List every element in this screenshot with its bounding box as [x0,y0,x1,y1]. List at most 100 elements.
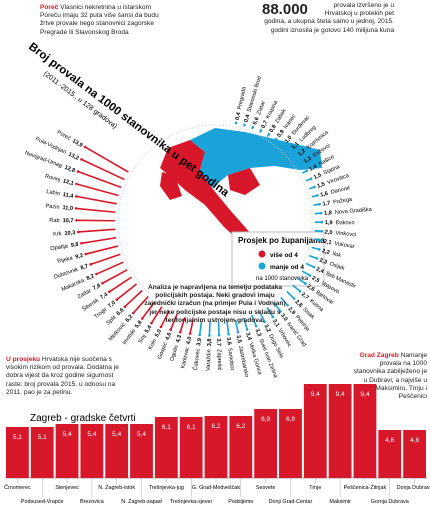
value-label: 2,0 [324,230,332,237]
value-label: 0,6 [252,116,260,125]
category-label: Ogulin [169,345,180,362]
radial-bar [305,262,315,268]
category-label: Samobor [226,348,235,371]
zagreb-note: Grad Zagreb Namanje provala na 1000 stan… [352,352,427,401]
category-label: Virovitica [327,173,351,186]
bar-end [217,333,221,337]
radial-bar [108,276,133,293]
value-label: 8,7 [80,263,89,271]
radial-bar [301,270,311,277]
radial-label: 3,7 Zaprešić [215,338,222,371]
radial-label: Čakovec3,9 [192,338,203,371]
radial-label: 1,8 Nova Gradiška [324,207,373,217]
radial-bar [189,319,194,334]
bar-end [320,220,324,224]
value-label: 9,4 [311,391,320,398]
radial-label: Dubrovnik8,7 [53,263,89,280]
radial-label: 0,4Pregrada [235,86,248,121]
value-label: 5,0 [154,329,163,339]
bar-end [318,248,321,251]
category-label: Pula-Vodnjan [34,136,67,156]
radial-label: Knin5,0 [148,329,163,351]
category-label: Split [105,314,117,326]
bar [80,424,104,478]
bar [30,427,54,478]
category-label: Požega [333,197,354,206]
bar-end [76,230,80,234]
bar-end [315,257,319,260]
legend-swatch [258,250,266,258]
radial-bar [84,146,129,173]
map [160,128,322,250]
bar-end [313,185,316,189]
bar [229,416,253,478]
category-label: Knin [148,338,158,351]
category-label: Čakovec [192,348,202,371]
bar-end [318,202,321,206]
bar [204,416,228,478]
category-label: Šibenik [81,297,100,313]
bar-end [208,334,211,337]
average: U prosjeku Hrvatska nije suočena s visok… [6,356,126,397]
radial-bar [81,158,125,181]
category-label: Zadar [77,288,93,300]
category-label: Pregrada [237,86,248,111]
category-label: Dubrovnik [53,267,79,281]
value-label: 6,2 [211,423,220,430]
bar-end [271,315,275,319]
category-label: Osijek [329,261,346,272]
value-label: 6,1 [162,424,171,431]
bar-end [286,303,289,307]
value-label: 10,7 [63,218,74,224]
bar-end [305,169,309,173]
value-label: 1,4 [308,163,318,172]
radial-bar [286,290,295,300]
bar-end [115,298,119,301]
radial-bar [251,314,257,327]
bar-end [76,170,80,173]
radial-bar [242,317,248,330]
bar-end [243,123,246,127]
category-label: Rab [49,218,59,224]
category-label: Vinkovci [335,231,356,239]
x-tick-label: Peščenica-Žitnjak [344,483,387,491]
bar-end [319,239,323,242]
zagreb-head: Grad Zagreb [359,352,399,359]
ring [117,124,313,320]
category-label: Gospić [157,342,169,361]
value-label: 5,4 [87,431,96,438]
value-label: 5,4 [63,431,72,438]
value-label: 7,0 [107,300,117,310]
radial-bar [292,284,301,292]
bar-end [178,330,182,334]
value-label: 1,1 [291,141,301,151]
radial-bar [179,317,186,333]
value-label: 11,4 [62,192,74,200]
category-label: Slatina [323,164,342,177]
radial-bar [280,296,289,306]
bar [279,409,302,478]
value-label: 2,2 [321,248,330,256]
radial-bar [169,314,178,331]
radial-label: Krk 10,3 [53,230,76,238]
value-label: 1,7 [322,200,331,207]
radial-bar [297,277,306,285]
bar [105,424,129,478]
value-label: 1,6 [320,191,329,199]
radial-bar [78,228,116,233]
radial-bar [308,254,318,260]
category-label: Sinj [137,334,147,345]
chart-title: Zagreb - gradske četvrti [30,413,136,424]
bar [378,430,402,478]
bar-end [320,230,324,233]
bar-end [198,333,201,337]
radial-bar [77,170,122,189]
radial-label: Zadar7,8 [77,283,102,300]
x-tick-label: N. Zagreb-zapad [121,499,161,505]
bar [154,417,178,478]
x-tick-label: Trešnjevka-jug [149,485,184,491]
value-label: 1,3 [303,156,313,165]
x-tick-label: Sesvete [256,485,275,491]
radial-bar [150,306,163,324]
